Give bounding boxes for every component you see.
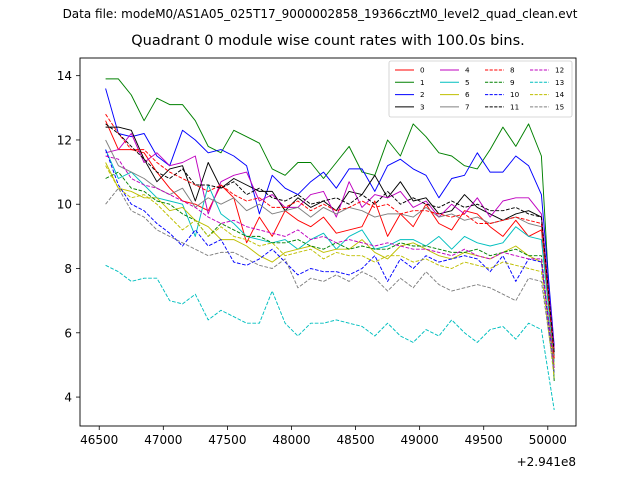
legend-label-6: 6 bbox=[465, 90, 470, 99]
y-tick-label: 14 bbox=[57, 69, 72, 83]
series-lines bbox=[105, 78, 555, 410]
y-tick-label: 4 bbox=[64, 391, 72, 405]
y-tick-label: 12 bbox=[57, 133, 72, 147]
legend-label-4: 4 bbox=[465, 66, 470, 75]
series-line-9 bbox=[105, 171, 555, 372]
series-line-4 bbox=[105, 133, 555, 349]
series-line-6 bbox=[105, 162, 555, 365]
x-offset-label: +2.941e8 bbox=[517, 455, 576, 469]
legend-label-14: 14 bbox=[555, 90, 565, 99]
series-line-12 bbox=[105, 155, 555, 369]
x-tick-label: 46500 bbox=[80, 433, 118, 447]
legend-label-2: 2 bbox=[420, 90, 425, 99]
chart-title: Quadrant 0 module wise count rates with … bbox=[131, 33, 525, 49]
series-line-0 bbox=[105, 120, 555, 359]
legend-label-5: 5 bbox=[465, 78, 470, 87]
legend-label-15: 15 bbox=[555, 102, 564, 111]
x-tick-label: 50000 bbox=[529, 433, 567, 447]
series-line-13 bbox=[105, 264, 555, 410]
y-tick-label: 8 bbox=[64, 262, 72, 276]
legend-label-7: 7 bbox=[465, 102, 470, 111]
legend-label-1: 1 bbox=[420, 78, 425, 87]
series-line-1 bbox=[105, 78, 555, 382]
legend-label-12: 12 bbox=[555, 66, 564, 75]
legend-label-11: 11 bbox=[510, 102, 519, 111]
y-tick-label: 6 bbox=[64, 326, 72, 340]
x-tick-label: 49500 bbox=[465, 433, 503, 447]
x-tick-label: 49000 bbox=[401, 433, 439, 447]
x-tick-label: 48000 bbox=[272, 433, 310, 447]
series-line-14 bbox=[105, 165, 555, 378]
legend-label-3: 3 bbox=[420, 102, 425, 111]
figure-suptitle: Data file: modeM0/AS1A05_025T17_90000028… bbox=[62, 7, 578, 21]
legend-label-10: 10 bbox=[510, 90, 520, 99]
series-line-10 bbox=[105, 149, 555, 375]
x-tick-label: 47000 bbox=[144, 433, 182, 447]
series-line-2 bbox=[105, 88, 555, 346]
axes-frame bbox=[79, 57, 577, 427]
series-line-3 bbox=[105, 126, 555, 356]
series-line-8 bbox=[105, 113, 555, 359]
axis-ticks: 46500 47000 47500 48000 48500 49000 49500 50000… bbox=[57, 69, 576, 469]
legend-label-0: 0 bbox=[420, 66, 425, 75]
legend-box bbox=[388, 60, 573, 118]
series-line-7 bbox=[105, 139, 555, 356]
series-line-15 bbox=[105, 187, 555, 372]
legend-label-8: 8 bbox=[510, 66, 515, 75]
legend-label-13: 13 bbox=[555, 78, 564, 87]
x-tick-label: 47500 bbox=[208, 433, 246, 447]
x-tick-label: 48500 bbox=[336, 433, 374, 447]
y-tick-label: 10 bbox=[57, 198, 72, 212]
series-line-11 bbox=[105, 123, 555, 353]
series-line-5 bbox=[105, 149, 555, 362]
legend-label-9: 9 bbox=[510, 78, 515, 87]
